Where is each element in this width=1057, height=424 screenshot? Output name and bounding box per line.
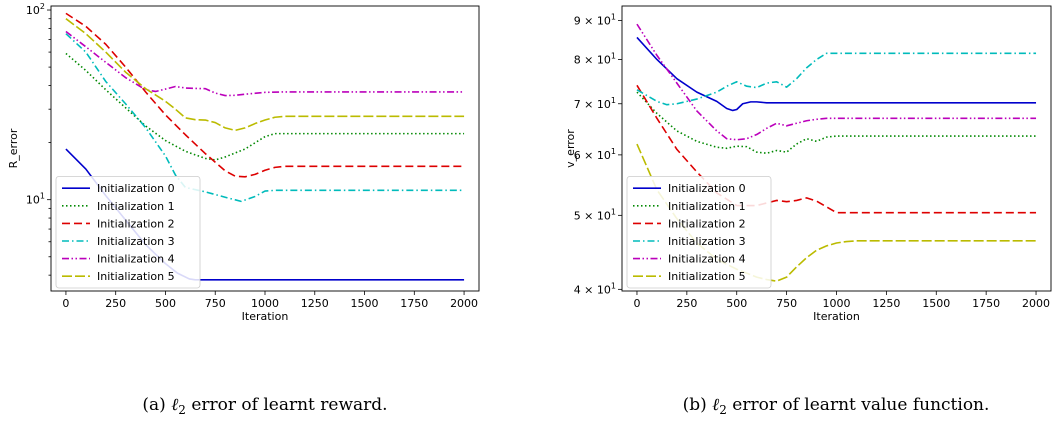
legend-label: Initialization 2 <box>97 217 175 230</box>
caption-label: (b) <box>683 395 707 415</box>
legend-label: Initialization 1 <box>668 200 746 213</box>
y-tick-exponent: 1 <box>611 207 616 216</box>
plot-frame <box>50 5 480 292</box>
caption-subscript: 2 <box>178 403 186 417</box>
y-tick-base: 8 × 10 <box>574 53 611 66</box>
legend-label: Initialization 4 <box>97 253 175 266</box>
x-tick-label: 1750 <box>972 297 1000 310</box>
y-tick-label: 102 <box>26 2 45 17</box>
y-tick-exponent: 1 <box>611 51 616 60</box>
x-tick-label: 1750 <box>400 297 428 310</box>
x-tick-label: 1000 <box>823 297 851 310</box>
y-tick-exponent: 1 <box>611 147 616 156</box>
series-line-init-3 <box>65 33 465 203</box>
y-tick-base: 10 <box>26 194 40 207</box>
x-axis-label: Iteration <box>813 310 860 323</box>
x-tick-label: 750 <box>205 297 226 310</box>
x-tick-label: 1250 <box>872 297 900 310</box>
y-tick-base: 7 × 10 <box>574 98 611 111</box>
x-tick-label: 1500 <box>922 297 950 310</box>
series-line-init-4 <box>65 30 465 97</box>
legend-label: Initialization 5 <box>668 270 746 283</box>
x-tick-label: 1000 <box>251 297 279 310</box>
y-tick-exponent: 1 <box>611 12 616 21</box>
legend-label: Initialization 0 <box>97 182 175 195</box>
y-tick-label: 6 × 101 <box>574 147 616 162</box>
legend-label: Initialization 5 <box>97 270 175 283</box>
series-line-init-2 <box>636 84 1037 214</box>
y-tick-base: 6 × 10 <box>574 149 611 162</box>
caption-variable: ℓ <box>712 395 719 415</box>
y-tick-label: 5 × 101 <box>574 207 616 222</box>
caption-variable: ℓ <box>171 395 178 415</box>
x-tick-label: 750 <box>776 297 797 310</box>
legend-label: Initialization 0 <box>668 182 746 195</box>
caption-label: (a) <box>142 395 165 415</box>
series-line-init-1 <box>636 91 1037 155</box>
series-line-init-4 <box>636 23 1037 141</box>
y-tick-base: 4 × 10 <box>574 283 611 296</box>
y-tick-base: 9 × 10 <box>574 14 611 27</box>
legend-box <box>626 175 772 289</box>
y-tick-exponent: 1 <box>40 192 45 201</box>
series-line-init-5 <box>636 143 1037 282</box>
x-tick-label: 500 <box>155 297 176 310</box>
x-tick-label: 2000 <box>450 297 478 310</box>
y-tick-label: 4 × 101 <box>574 281 616 296</box>
y-tick-exponent: 2 <box>40 2 45 11</box>
series-line-init-1 <box>65 52 465 161</box>
y-tick-exponent: 1 <box>611 96 616 105</box>
caption-text: error of learnt reward. <box>191 395 387 415</box>
caption-subscript: 2 <box>719 403 727 417</box>
x-tick-label: 250 <box>105 297 126 310</box>
series-lines <box>636 23 1037 282</box>
x-axis-label: Iteration <box>242 310 289 323</box>
series-line-init-0 <box>636 36 1037 112</box>
figure-caption: (b) ℓ2 error of learnt value function. <box>683 395 990 419</box>
x-tick-label: 2000 <box>1022 297 1050 310</box>
y-axis-label: R_error <box>7 128 20 168</box>
y-tick-base: 10 <box>26 4 40 17</box>
series-line-init-3 <box>636 52 1037 106</box>
caption-text: error of learnt value function. <box>732 395 989 415</box>
series-line-init-2 <box>65 12 465 178</box>
legend-label: Initialization 4 <box>668 253 746 266</box>
x-tick-label: 0 <box>633 297 640 310</box>
y-tick-label: 101 <box>26 192 45 207</box>
y-tick-label: 7 × 101 <box>574 96 616 111</box>
series-line-init-5 <box>65 18 465 132</box>
legend: Initialization 0 Initialization 1 Initiali… <box>626 175 772 289</box>
y-tick-base: 5 × 10 <box>574 209 611 222</box>
legend-label: Initialization 1 <box>97 200 175 213</box>
legend-label: Initialization 3 <box>668 235 746 248</box>
x-tick-label: 250 <box>676 297 697 310</box>
figure-caption: (a) ℓ2 error of learnt reward. <box>142 395 387 419</box>
plot-frame <box>621 5 1052 292</box>
y-tick-exponent: 1 <box>611 281 616 290</box>
y-axis-label: v_error <box>564 129 577 168</box>
x-tick-label: 500 <box>726 297 747 310</box>
x-tick-label: 1500 <box>351 297 379 310</box>
x-tick-label: 0 <box>62 297 69 310</box>
legend-label: Initialization 2 <box>668 217 746 230</box>
y-tick-label: 8 × 101 <box>574 51 616 66</box>
y-tick-label: 9 × 101 <box>574 12 616 27</box>
x-tick-label: 1250 <box>301 297 329 310</box>
legend-box <box>55 175 201 289</box>
panel-a-reward-error: 0 250 500 750 1000 1250 1500 1750 2000101102Iter… <box>7 2 480 419</box>
legend-label: Initialization 3 <box>97 235 175 248</box>
legend: Initialization 0 Initialization 1 Initiali… <box>55 175 201 289</box>
